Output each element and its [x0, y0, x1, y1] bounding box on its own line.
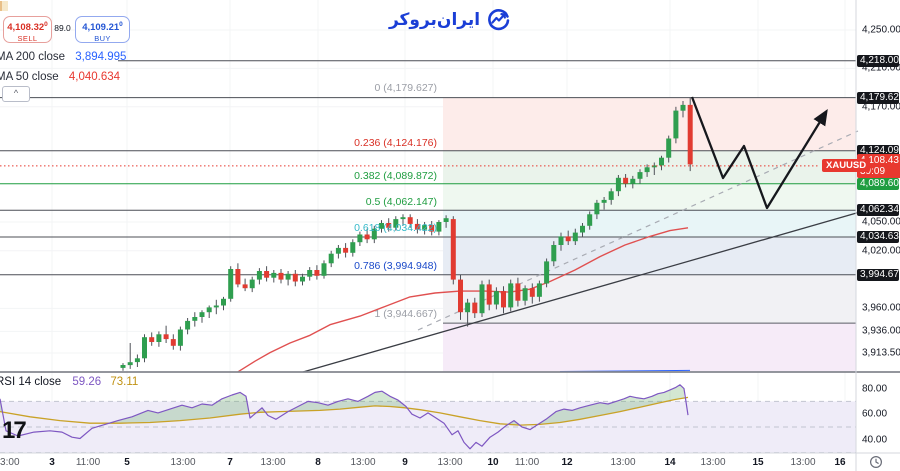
session-clock-icon[interactable] — [869, 455, 883, 469]
sell-label: SELL — [17, 34, 38, 44]
rsi-label: RSI 14 close — [0, 376, 62, 388]
time-axis-hour-label: 11:00 — [75, 457, 101, 468]
price-axis-label: 3,960.00 — [862, 302, 900, 314]
fib-level-label: 0.786 (3,994.948) — [354, 260, 437, 272]
ma50-label: MA 50 close — [0, 71, 59, 83]
time-axis-day-label: 14 — [664, 457, 676, 468]
price-line-badge: 4,179.62 — [857, 91, 899, 104]
time-axis-hour-label: 13:00 — [350, 457, 376, 468]
price-axis-label: 4,250.00 — [862, 24, 900, 36]
spread-value: 89.0 — [54, 23, 71, 33]
sell-button[interactable]: 4,108.320 SELL — [3, 16, 52, 43]
time-axis-hour-label: 13:00 — [790, 457, 816, 468]
bar-countdown: 39:09 — [860, 165, 886, 177]
fib-level-label: 0.236 (4,124.176) — [354, 137, 437, 149]
tradingview-logo[interactable]: 17 — [2, 417, 27, 444]
rsi-value: 59.26 — [72, 376, 102, 388]
time-axis-day-label: 3 — [49, 457, 55, 468]
fib-level-label: 0.5 (4,062.147) — [365, 196, 437, 208]
ma50-legend[interactable]: MA 50 close 4,040.634 — [0, 71, 120, 83]
broker-logo-icon — [488, 9, 510, 31]
time-axis-hour-label: 13:00 — [0, 457, 20, 468]
ma200-value: 3,894.995 — [75, 51, 127, 63]
cropped-toolbar-artifact — [0, 1, 8, 11]
price-axis-label: 3,913.50 — [862, 347, 900, 359]
rsi-axis-label: 40.00 — [862, 434, 888, 446]
ma200-label: MA 200 close — [0, 51, 66, 63]
rsi-axis-label: 60.00 — [862, 408, 888, 420]
buy-button[interactable]: 4,109.210 BUY — [75, 16, 130, 43]
time-axis-day-label: 7 — [227, 457, 233, 468]
price-line-badge: 3,994.67 — [857, 269, 899, 282]
price-line-badge: 4,034.63 — [857, 230, 899, 243]
legend-collapse-button[interactable]: ^ — [2, 86, 30, 102]
price-axis-label: 4,050.00 — [862, 216, 900, 228]
price-axis-label: 4,020.00 — [862, 245, 900, 257]
ma50-value: 4,040.634 — [68, 71, 121, 83]
fib-level-label: 0 (4,179.627) — [374, 82, 437, 94]
price-axis-label: 4,170.00 — [862, 101, 900, 113]
price-line-badge: 4,218.00 — [857, 54, 899, 67]
ma200-legend[interactable]: MA 200 close 3,894.995 — [0, 51, 126, 63]
time-axis-day-label: 9 — [402, 457, 408, 468]
rsi-axis-label: 80.00 — [862, 383, 888, 395]
time-axis-hour-label: 13:00 — [260, 457, 286, 468]
price-line-badge: 4,124.09 — [857, 144, 899, 157]
green-level-badge: 4,089.60 — [857, 177, 899, 190]
time-axis-hour-label: 13:00 — [700, 457, 726, 468]
time-axis-hour-label: 13:00 — [610, 457, 636, 468]
fib-level-label: 0.382 (4,089.872) — [354, 170, 437, 182]
sell-price: 4,108.320 — [7, 21, 48, 34]
rsi-ma-value: 73.11 — [110, 376, 139, 388]
price-axis-label: 4,210.00 — [862, 62, 900, 74]
buy-price: 4,109.210 — [82, 21, 123, 34]
time-axis-day-label: 12 — [561, 457, 573, 468]
broker-logo-text: ایران‌بروکر — [388, 9, 481, 29]
time-axis-hour-label: 13:00 — [170, 457, 196, 468]
buy-label: BUY — [94, 34, 111, 44]
time-axis-day-label: 8 — [315, 457, 321, 468]
current-price-value: 4,108.43 — [860, 154, 899, 166]
time-axis-hour-label: 13:00 — [437, 457, 463, 468]
rsi-legend[interactable]: RSI 14 close 59.26 73.11 — [0, 376, 138, 388]
time-axis-day-label: 5 — [124, 457, 130, 468]
time-axis-hour-label: 11:00 — [514, 457, 540, 468]
time-axis-day-label: 10 — [487, 457, 499, 468]
fib-level-label: 1 (3,944.667) — [374, 308, 437, 320]
time-axis-day-label: 16 — [834, 457, 846, 468]
fib-level-label: 0.618 (4,034.422) — [354, 222, 437, 234]
price-axis-label: 3,936.00 — [862, 325, 900, 337]
time-axis-day-label: 15 — [752, 457, 764, 468]
broker-logo: ایران‌بروکر — [389, 7, 511, 32]
price-line-badge: 4,062.34 — [857, 204, 899, 217]
symbol-badge: XAUUSD — [822, 159, 871, 173]
